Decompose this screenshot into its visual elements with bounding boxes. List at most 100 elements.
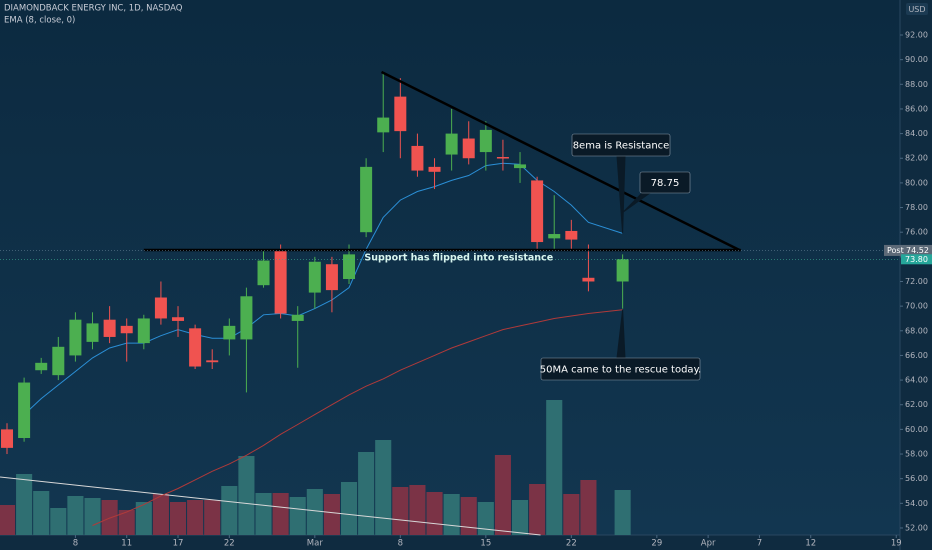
- candle-body: [445, 133, 458, 155]
- candle-body: [428, 166, 441, 172]
- x-tick-label: 7: [757, 539, 762, 549]
- x-tick-label: 15: [480, 539, 491, 549]
- x-tick-label: Apr: [701, 539, 716, 549]
- x-tick-label: 22: [566, 539, 577, 549]
- candle-body: [257, 260, 270, 286]
- volume-bar: [135, 502, 152, 535]
- volume-ma-line: [0, 476, 541, 536]
- candle-body: [616, 259, 629, 282]
- volume-bar: [118, 510, 135, 535]
- volume-bar: [546, 400, 563, 535]
- y-tick-label: 66.00: [905, 351, 928, 360]
- x-tick-label: Mar: [307, 539, 324, 549]
- volume-bar: [84, 498, 101, 535]
- volume-bar: [50, 508, 67, 535]
- y-tick-label: 72.00: [905, 277, 928, 286]
- x-tick-label: 19: [891, 539, 902, 549]
- volume-bar: [255, 493, 272, 535]
- candle-body: [274, 249, 287, 314]
- y-tick-label: 82.00: [905, 154, 928, 163]
- indicator-legend: EMA (8, close, 0): [4, 16, 75, 26]
- candle-body: [514, 164, 527, 169]
- candle-body: [137, 318, 150, 344]
- y-tick-label: 60.00: [905, 425, 928, 434]
- candles: [1, 71, 629, 455]
- volume-bar: [443, 494, 460, 535]
- post-price: 74.52: [906, 246, 929, 255]
- candle-body: [35, 362, 48, 371]
- currency: USD: [908, 5, 925, 14]
- candle-body: [548, 234, 561, 239]
- currency-badge: [906, 3, 928, 15]
- candle-body: [103, 319, 116, 337]
- y-tick-label: 80.00: [905, 178, 928, 187]
- candle-body: [394, 96, 407, 132]
- candle-body: [240, 296, 253, 340]
- candle-body: [86, 323, 99, 342]
- y-tick-label: 68.00: [905, 326, 928, 335]
- x-tick-label: 29: [651, 539, 662, 549]
- volume-pane: [0, 400, 631, 536]
- volume-bar: [375, 440, 392, 535]
- candle-body: [223, 325, 236, 340]
- y-tick-label: 90.00: [905, 55, 928, 64]
- callout-box: [540, 357, 701, 381]
- post-label: Post: [887, 246, 904, 255]
- callout-text: 8ema is Resistance: [573, 141, 670, 152]
- volume-bar: [580, 480, 597, 535]
- volume-bar: [460, 497, 477, 535]
- y-tick-label: 88.00: [905, 80, 928, 89]
- candle-body: [325, 264, 338, 291]
- time-axis-background: [0, 535, 900, 550]
- volume-bar: [33, 491, 50, 535]
- volume-bar: [340, 482, 358, 535]
- y-tick-label: 76.00: [905, 228, 928, 237]
- y-tick-label: 52.00: [905, 523, 928, 532]
- last-price-badge: [901, 254, 932, 265]
- y-tick-label: 54.00: [905, 499, 928, 508]
- y-tick-label: 58.00: [905, 450, 928, 459]
- candle-body: [565, 230, 578, 240]
- candle-body: [69, 319, 82, 356]
- volume-bar: [187, 500, 204, 535]
- x-tick-label: 17: [173, 539, 184, 549]
- candle-body: [479, 129, 492, 153]
- candle-body: [189, 328, 202, 367]
- chart-title: DIAMONDBACK ENERGY INC, 1D, NASDAQ: [4, 4, 183, 14]
- callout-box: [571, 133, 671, 157]
- volume-bar: [0, 505, 16, 535]
- candle-body: [120, 325, 133, 334]
- volume-bar: [152, 494, 169, 535]
- volume-bar: [238, 456, 255, 535]
- candle-body: [411, 145, 424, 171]
- volume-bar: [101, 500, 118, 535]
- candle-body: [343, 254, 356, 280]
- volume-bar: [67, 496, 84, 535]
- candle-body: [154, 297, 167, 319]
- volume-bar: [426, 492, 443, 535]
- candle-body: [308, 261, 321, 293]
- price-axis-background: [900, 0, 932, 550]
- candle-body: [377, 117, 390, 133]
- volume-bar: [272, 493, 289, 535]
- y-tick-label: 86.00: [905, 104, 928, 113]
- y-tick-label: 62.00: [905, 400, 928, 409]
- y-tick-label: 78.00: [905, 203, 928, 212]
- post-price-badge: [884, 244, 932, 256]
- candle-body: [531, 180, 544, 243]
- volume-bar: [614, 490, 631, 535]
- trendline: [380, 70, 742, 252]
- callout-text: 78.75: [651, 178, 680, 189]
- candle-body: [462, 138, 475, 159]
- volume-bar: [477, 502, 494, 535]
- last-price: 73.80: [905, 255, 928, 264]
- candle-body: [360, 166, 373, 233]
- x-tick-label: 11: [121, 539, 132, 549]
- volume-bar: [494, 455, 511, 535]
- candle-body: [496, 157, 509, 159]
- y-tick-label: 70.00: [905, 302, 928, 311]
- candle-body: [18, 382, 31, 439]
- x-tick-label: 12: [805, 539, 816, 549]
- candle-body: [206, 360, 219, 363]
- callout-box: [639, 171, 691, 194]
